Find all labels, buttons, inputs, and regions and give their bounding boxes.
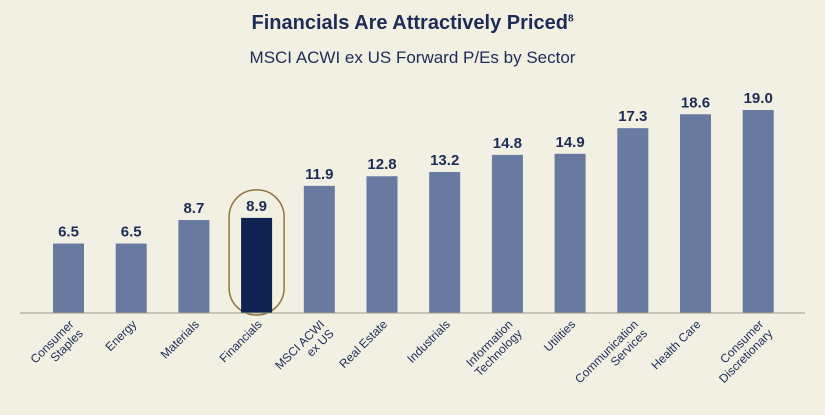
bar: [429, 171, 461, 313]
bar: [366, 176, 398, 313]
bar: [680, 114, 711, 313]
category-label: ConsumerStaples: [28, 317, 86, 375]
category-label-line: Financials: [217, 317, 265, 365]
category-label: ConsumerDiscretionary: [707, 317, 776, 386]
category-label: Health Care: [648, 317, 703, 372]
title-footnote-marker: 8: [567, 13, 574, 25]
bar: [303, 185, 335, 313]
data-label: 12.8: [367, 156, 396, 173]
bar: [53, 243, 84, 313]
category-label: InformationTechnology: [463, 317, 525, 379]
category-label: Industrials: [404, 317, 453, 366]
data-label: 19.0: [744, 90, 773, 107]
bar: [491, 154, 523, 313]
category-label-line: Real Estate: [336, 317, 390, 371]
data-label: 6.5: [58, 224, 79, 241]
bar: [742, 110, 774, 313]
data-label: 18.6: [681, 94, 710, 111]
data-label: 8.7: [183, 200, 204, 217]
category-label-line: Utilities: [541, 317, 578, 354]
chart-title: Financials Are Attractively Priced8: [0, 12, 825, 35]
category-label: CommunicationServices: [572, 317, 650, 395]
bar: [115, 243, 147, 313]
bar: [178, 220, 210, 313]
data-label: 14.9: [555, 134, 584, 151]
data-label: 17.3: [618, 108, 647, 125]
bar: [241, 217, 273, 313]
data-label: 14.8: [493, 135, 522, 152]
chart-title-text: Financials Are Attractively Priced: [251, 12, 568, 34]
category-label-line: Industrials: [404, 317, 453, 366]
category-label: Energy: [103, 317, 140, 354]
category-label-line: Health Care: [648, 317, 703, 372]
data-label: 13.2: [430, 152, 459, 169]
chart-subtitle: MSCI ACWI ex US Forward P/Es by Sector: [249, 48, 576, 67]
category-label: Utilities: [541, 317, 578, 354]
data-label: 11.9: [305, 166, 333, 183]
category-label-line: Energy: [103, 317, 140, 354]
bar: [554, 153, 586, 313]
data-label: 8.9: [246, 198, 267, 215]
category-label: Financials: [217, 317, 265, 365]
category-label: MSCI ACWIex US: [272, 317, 336, 381]
data-label: 6.5: [121, 224, 142, 241]
category-label: Real Estate: [336, 317, 390, 371]
highlight-outline: [228, 189, 285, 316]
bar: [617, 128, 649, 313]
category-label: Materials: [158, 317, 202, 361]
category-label-line: Materials: [158, 317, 202, 361]
